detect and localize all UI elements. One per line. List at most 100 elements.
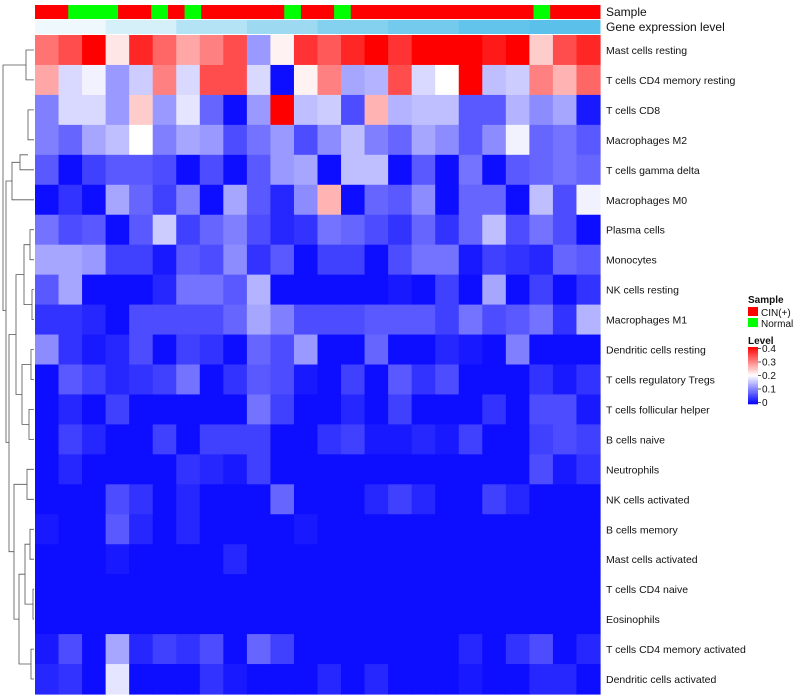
- heatmap-cell: [246, 334, 272, 366]
- heatmap-cell: [152, 244, 177, 276]
- heatmap-cell: [388, 124, 413, 156]
- legend-normal-swatch: [748, 318, 758, 327]
- heatmap-cell: [482, 514, 507, 545]
- heatmap-cell: [435, 304, 460, 336]
- heatmap-cell: [176, 244, 201, 276]
- heatmap-cell: [152, 214, 177, 246]
- heatmap-cell: [482, 634, 507, 665]
- colorbar-segment: [748, 395, 758, 398]
- dendrogram-branch: [23, 244, 32, 305]
- colorbar-segment: [748, 359, 758, 362]
- expression-annotation-cell: [529, 20, 601, 34]
- heatmap-cell: [58, 184, 83, 216]
- colorbar-segment: [748, 391, 758, 393]
- heatmap-cell: [317, 244, 342, 276]
- heatmap-cell: [152, 574, 177, 605]
- heatmap-cell: [435, 244, 460, 276]
- heatmap-cell: [176, 394, 201, 425]
- heatmap-cell: [176, 214, 201, 246]
- heatmap-cell: [199, 244, 224, 276]
- colorbar-segment: [748, 355, 758, 358]
- sample-annotation-cell: [184, 5, 202, 19]
- heatmap-cell: [82, 124, 107, 156]
- dendrogram-branch: [21, 364, 31, 425]
- heatmap-cell: [552, 454, 578, 485]
- heatmap-cell: [388, 64, 413, 96]
- sample-annotation-cell: [267, 5, 285, 19]
- heatmap-cell: [270, 634, 295, 665]
- sample-annotation-cell: [317, 5, 335, 19]
- heatmap-cell: [223, 634, 248, 665]
- colorbar-tick-label: 0.4: [762, 344, 776, 355]
- dendrogram-branch: [19, 154, 34, 171]
- heatmap-cell: [176, 94, 201, 126]
- heatmap-cell: [176, 184, 201, 216]
- heatmap-cell: [388, 274, 413, 306]
- heatmap-cell: [341, 214, 366, 246]
- expression-annotation-cell: [246, 20, 319, 34]
- colorbar-segment: [748, 365, 758, 368]
- heatmap-cell: [482, 94, 507, 126]
- heatmap-cell: [388, 634, 413, 665]
- heatmap-cell: [129, 304, 154, 336]
- heatmap-cell: [364, 664, 389, 695]
- heatmap-cell: [58, 424, 83, 455]
- heatmap-cell: [552, 604, 578, 635]
- heatmap-cell: [199, 94, 224, 126]
- row-label: T cells CD4 naive: [606, 584, 688, 596]
- heatmap-cell: [458, 154, 483, 186]
- heatmap-cell: [388, 574, 413, 605]
- heatmap-cell: [576, 634, 601, 665]
- heatmap-cell: [364, 214, 389, 246]
- heatmap-cell: [388, 304, 413, 336]
- sample-annotation-cell: [516, 5, 535, 19]
- heatmap-cell: [388, 664, 413, 695]
- heatmap-cell: [293, 184, 319, 216]
- heatmap-cell: [552, 94, 578, 126]
- heatmap-cell: [293, 124, 319, 156]
- heatmap-cell: [341, 574, 366, 605]
- heatmap-cell: [105, 484, 130, 515]
- heatmap-cell: [505, 544, 530, 575]
- heatmap-cell: [35, 94, 60, 126]
- heatmap-cell: [58, 484, 83, 515]
- heatmap-cell: [576, 574, 601, 605]
- heatmap-cell: [458, 634, 483, 665]
- heatmap-cell: [411, 124, 436, 156]
- heatmap-cell: [270, 424, 295, 455]
- heatmap-cell: [341, 364, 366, 396]
- heatmap-cell: [223, 154, 248, 186]
- heatmap-cell: [105, 574, 130, 605]
- heatmap-cell: [458, 244, 483, 276]
- heatmap-cell: [482, 214, 507, 246]
- expression-annotation-cell: [458, 20, 530, 34]
- heatmap-cell: [341, 124, 366, 156]
- heatmap-cell: [199, 364, 224, 396]
- heatmap-cell: [317, 35, 342, 66]
- heatmap-cell: [82, 454, 107, 485]
- heatmap-cell: [458, 394, 483, 425]
- heatmap-cell: [411, 454, 436, 485]
- heatmap-cell: [129, 184, 154, 216]
- legend-colorbar: [748, 347, 758, 405]
- heatmap-cell: [199, 35, 224, 66]
- heatmap-cell: [223, 364, 248, 396]
- heatmap-cell: [152, 664, 177, 695]
- sample-annotation-cell: [566, 5, 584, 19]
- heatmap-cell: [152, 184, 177, 216]
- heatmap-cell: [529, 514, 554, 545]
- heatmap-cell: [435, 35, 460, 66]
- heatmap-cell: [35, 574, 60, 605]
- heatmap-cell: [482, 544, 507, 575]
- expression-annotation-title: Gene expression level: [606, 20, 725, 34]
- heatmap-cell: [388, 244, 413, 276]
- heatmap-cell: [458, 94, 483, 126]
- colorbar-segment: [748, 384, 758, 386]
- heatmap-cell: [341, 64, 366, 96]
- heatmap-cell: [458, 424, 483, 455]
- heatmap-cell: [293, 454, 319, 485]
- heatmap-cell: [223, 244, 248, 276]
- heatmap-cell: [364, 64, 389, 96]
- heatmap-cell: [129, 544, 154, 575]
- legend-cin-label: CIN(+): [761, 308, 791, 319]
